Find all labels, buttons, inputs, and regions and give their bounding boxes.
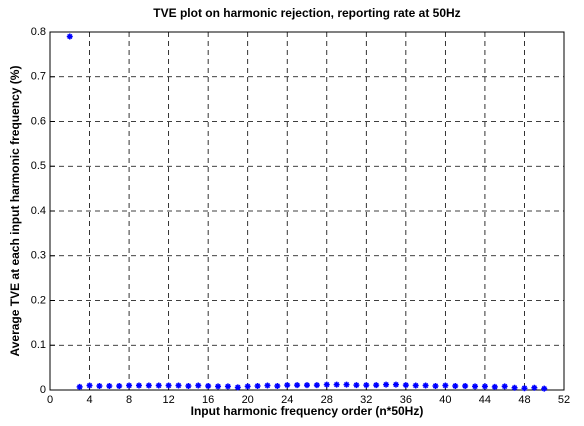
point	[472, 383, 479, 390]
point	[383, 381, 390, 388]
point	[402, 382, 409, 389]
point	[353, 382, 360, 389]
point	[491, 383, 498, 390]
x-tick-label: 8	[126, 394, 132, 406]
point	[116, 382, 123, 389]
point	[501, 383, 508, 390]
x-tick-label: 52	[558, 394, 570, 406]
point	[294, 382, 301, 389]
x-tick-label: 44	[479, 394, 491, 406]
point	[462, 382, 469, 389]
point	[106, 382, 113, 389]
point	[215, 383, 222, 390]
y-tick-label: 0.3	[31, 250, 46, 262]
point	[333, 381, 340, 388]
x-tick-label: 36	[400, 394, 412, 406]
y-tick-label: 0	[40, 384, 46, 396]
x-tick-label: 40	[439, 394, 451, 406]
point	[86, 382, 93, 389]
point	[274, 382, 281, 389]
point	[284, 382, 291, 389]
y-tick-label: 0.2	[31, 294, 46, 306]
point	[66, 33, 73, 40]
y-tick-label: 0.1	[31, 339, 46, 351]
point	[155, 382, 162, 389]
x-axis-label: Input harmonic frequency order (n*50Hz)	[191, 404, 424, 418]
point	[195, 382, 202, 389]
x-tick-label: 0	[47, 394, 53, 406]
point	[145, 382, 152, 389]
y-tick-label: 0.4	[31, 205, 46, 217]
point	[531, 384, 538, 391]
x-tick-label: 28	[321, 394, 333, 406]
point	[175, 382, 182, 389]
x-tick-label: 20	[242, 394, 254, 406]
y-tick-label: 0.5	[31, 160, 46, 172]
point	[126, 382, 133, 389]
point	[452, 382, 459, 389]
point	[373, 382, 380, 389]
point	[521, 385, 528, 392]
y-tick-label: 0.6	[31, 115, 46, 127]
point	[264, 382, 271, 389]
chart-title: TVE plot on harmonic rejection, reportin…	[153, 6, 460, 20]
point	[234, 384, 241, 391]
point	[363, 382, 370, 389]
point	[254, 382, 261, 389]
point	[135, 382, 142, 389]
x-tick-label: 16	[202, 394, 214, 406]
y-tick-label: 0.7	[31, 71, 46, 83]
point	[412, 382, 419, 389]
point	[165, 382, 172, 389]
x-tick-label: 32	[360, 394, 372, 406]
point	[343, 381, 350, 388]
x-tick-label: 4	[86, 394, 92, 406]
point	[541, 385, 548, 392]
point	[304, 382, 310, 389]
point	[511, 384, 518, 391]
point	[224, 383, 231, 390]
y-axis-label: Average TVE at each input harmonic frequ…	[8, 66, 22, 357]
point	[323, 381, 330, 388]
point	[244, 383, 251, 390]
point	[185, 382, 192, 389]
point	[392, 381, 399, 388]
point	[96, 382, 103, 389]
point	[422, 382, 429, 389]
point	[442, 382, 449, 389]
y-tick-label: 0.8	[31, 26, 46, 38]
point	[313, 382, 320, 389]
point	[76, 383, 83, 390]
x-tick-label: 24	[281, 394, 293, 406]
x-tick-label: 12	[162, 394, 174, 406]
point	[432, 382, 439, 389]
plot-frame	[49, 31, 565, 391]
point	[481, 383, 488, 390]
x-tick-label: 48	[518, 394, 530, 406]
point	[205, 382, 212, 389]
